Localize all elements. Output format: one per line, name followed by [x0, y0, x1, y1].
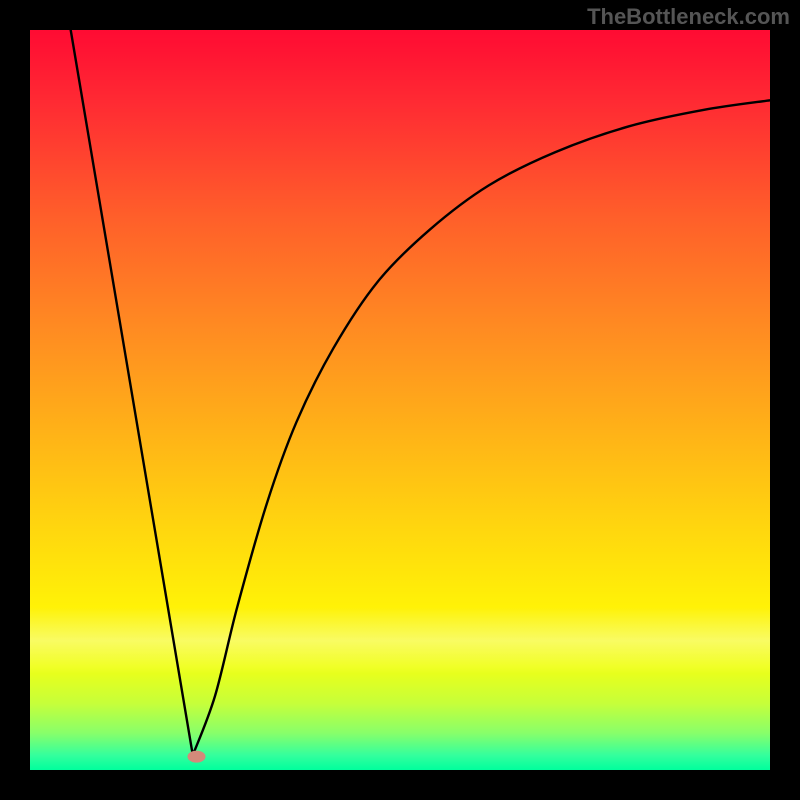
chart-container: TheBottleneck.com [0, 0, 800, 800]
bottleneck-chart [0, 0, 800, 800]
watermark-text: TheBottleneck.com [587, 4, 790, 30]
optimum-marker [188, 751, 206, 763]
pale-band [30, 607, 770, 674]
